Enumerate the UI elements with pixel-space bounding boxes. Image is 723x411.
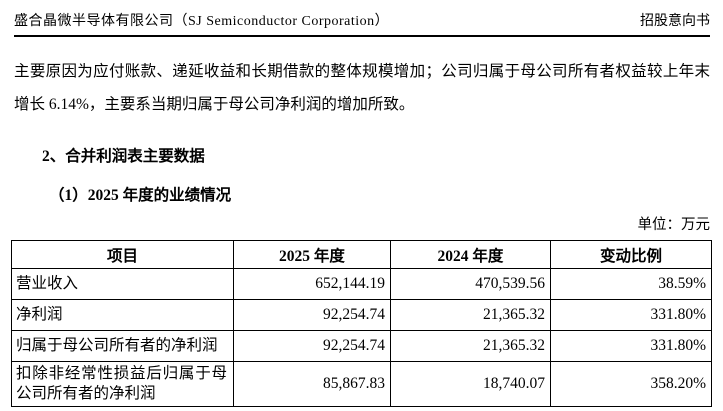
row-2024-value: 21,365.32 — [390, 330, 551, 362]
row-item-label: 扣除非经常性损益后归属于母公司所有者的净利润 — [11, 361, 234, 407]
body-paragraph: 主要原因为应付账款、递延收益和长期借款的整体规模增加；公司归属于母公司所有者权益… — [14, 63, 710, 113]
row-item-label: 归属于母公司所有者的净利润 — [11, 330, 234, 362]
row-change-value: 331.80% — [550, 299, 712, 331]
row-2025-value: 92,254.74 — [233, 299, 391, 331]
row-2025-value: 652,144.19 — [233, 268, 391, 300]
financial-results-table: 项目 2025 年度 2024 年度 变动比例 营业收入 652,144.19 … — [11, 240, 712, 407]
unit-label: 单位：万元 — [637, 217, 711, 233]
row-2024-value: 470,539.56 — [390, 268, 551, 300]
doc-type-label: 招股意向书 — [640, 14, 710, 29]
row-change-value: 358.20% — [550, 361, 712, 407]
row-2025-value: 85,867.83 — [233, 361, 391, 407]
row-change-value: 331.80% — [550, 330, 712, 362]
col-header-item: 项目 — [11, 240, 234, 269]
document-header: 盛合晶微半导体有限公司（SJ Semiconductor Corporation… — [14, 12, 710, 37]
row-item-label: 净利润 — [11, 299, 234, 331]
table-header-row: 项目 2025 年度 2024 年度 变动比例 — [11, 240, 712, 269]
subsection-heading: （1）2025 年度的业绩情况 — [49, 187, 232, 204]
col-header-2024: 2024 年度 — [390, 240, 551, 269]
table-row-net-profit: 净利润 92,254.74 21,365.32 331.80% — [11, 299, 712, 331]
row-2025-value: 92,254.74 — [233, 330, 391, 362]
company-name: 盛合晶微半导体有限公司（SJ Semiconductor Corporation… — [14, 14, 390, 29]
row-2024-value: 18,740.07 — [390, 361, 551, 407]
table-row-deducted-net-profit: 扣除非经常性损益后归属于母公司所有者的净利润 85,867.83 18,740.… — [11, 361, 712, 407]
col-header-2025: 2025 年度 — [233, 240, 391, 269]
table-row-parent-net-profit: 归属于母公司所有者的净利润 92,254.74 21,365.32 331.80… — [11, 330, 712, 362]
row-2024-value: 21,365.32 — [390, 299, 551, 331]
section-heading: 2、合并利润表主要数据 — [42, 148, 205, 165]
row-change-value: 38.59% — [550, 268, 712, 300]
table-row-revenue: 营业收入 652,144.19 470,539.56 38.59% — [11, 268, 712, 300]
row-item-label: 营业收入 — [11, 268, 234, 300]
col-header-change: 变动比例 — [550, 240, 712, 269]
